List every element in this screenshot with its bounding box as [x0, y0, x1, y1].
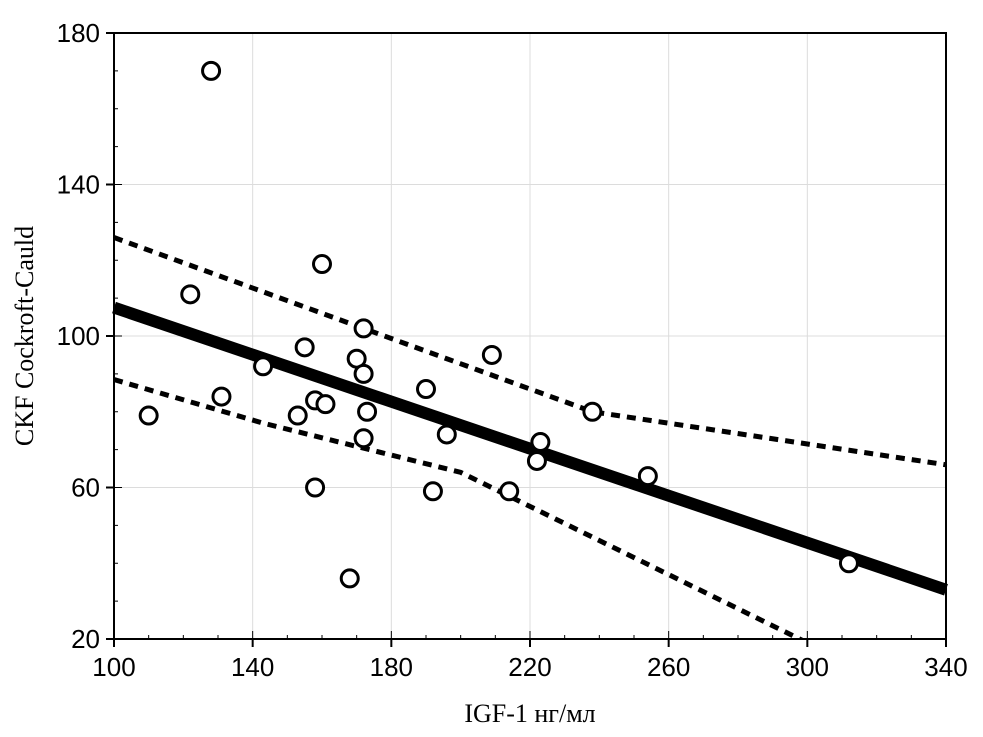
x-tick-label: 260 — [647, 652, 690, 682]
y-tick-label: 100 — [57, 321, 100, 351]
data-point — [315, 394, 336, 415]
data-point — [305, 477, 326, 498]
data-point — [353, 428, 374, 449]
y-tick-label: 140 — [57, 170, 100, 200]
data-point — [138, 405, 159, 426]
data-point — [312, 254, 332, 275]
data-point — [637, 466, 658, 487]
data-point — [416, 379, 436, 400]
data-point — [582, 401, 603, 422]
y-axis-ticks: 20 60 100 140 180 — [57, 18, 114, 654]
x-tick-label: 100 — [92, 652, 135, 682]
x-tick-label: 300 — [786, 652, 829, 682]
data-point — [353, 318, 374, 339]
x-axis-title: IGF-1 нг/мл — [464, 699, 595, 728]
data-point — [436, 424, 457, 445]
grid-lines — [114, 33, 946, 639]
data-point — [526, 450, 547, 471]
data-point — [253, 356, 274, 377]
x-tick-label: 180 — [370, 652, 413, 682]
x-axis-ticks: 100 140 180 220 260 300 340 — [92, 639, 968, 682]
y-tick-label: 180 — [57, 18, 100, 48]
data-point — [838, 553, 859, 574]
data-point — [287, 405, 308, 426]
x-tick-label: 140 — [231, 652, 274, 682]
data-point — [180, 284, 201, 305]
data-point — [530, 432, 551, 453]
data-point — [353, 363, 374, 384]
data-point — [201, 60, 222, 81]
data-point — [481, 344, 502, 365]
data-point — [422, 481, 443, 502]
data-point — [357, 401, 378, 422]
y-tick-label: 20 — [71, 624, 100, 654]
x-tick-label: 220 — [508, 652, 551, 682]
data-point — [211, 386, 232, 407]
data-points — [138, 60, 859, 589]
y-tick-label: 60 — [71, 473, 100, 503]
data-point — [294, 337, 315, 358]
data-point — [499, 481, 520, 502]
regression-line-group — [112, 301, 948, 596]
regression-line — [112, 301, 948, 596]
y-axis-title: CKF Cockroft-Cauld — [10, 226, 39, 446]
x-tick-label: 340 — [924, 652, 967, 682]
data-point — [339, 568, 360, 589]
